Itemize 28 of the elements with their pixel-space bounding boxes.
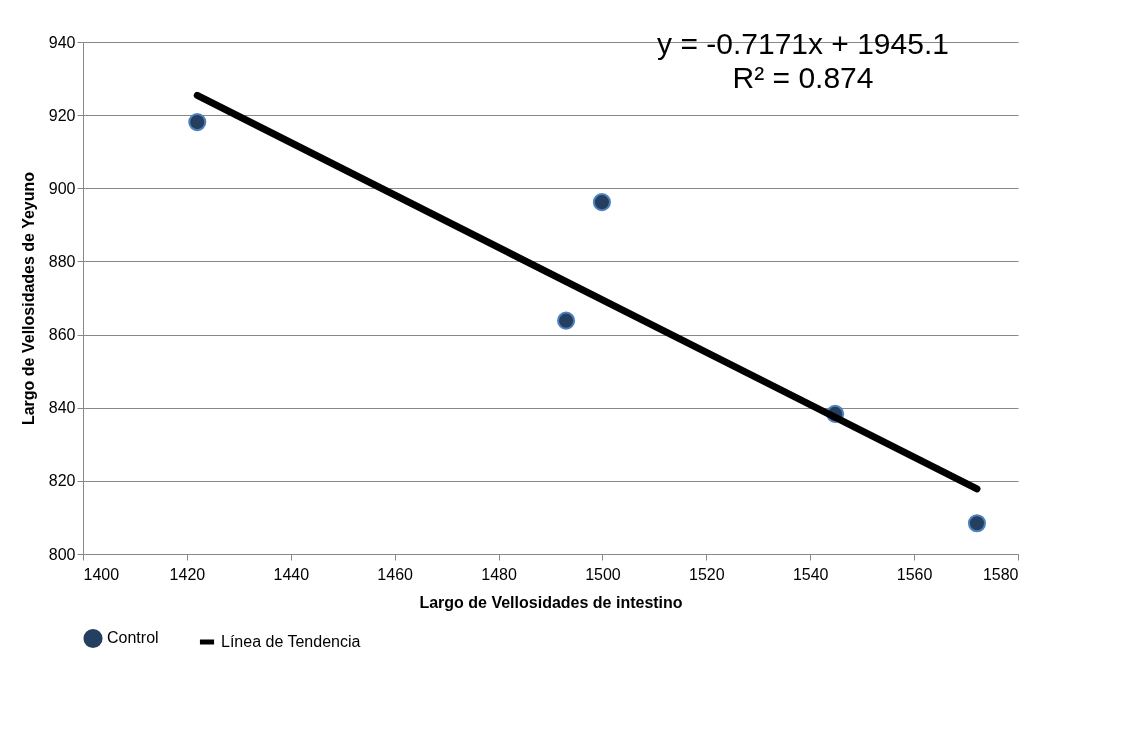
x-tick-label: 1420 [169,565,206,583]
x-tick-label: 1480 [481,565,517,583]
point [967,514,987,533]
y-tick-label: 840 [48,399,76,417]
x-tick-label: 1440 [273,565,310,583]
x-tick-label: 1560 [896,565,933,583]
annotation: y = -0.7171x + 1945.1 [657,27,949,60]
y-tick-label: 860 [48,326,76,344]
legend-label: Control [107,629,159,647]
x-tick-label: 1520 [689,565,725,583]
legend-label: Línea de Tendencia [221,633,361,650]
y-tick-label: 820 [48,472,76,490]
x-tick-label: 1580 [982,565,1019,583]
x-tick-label: 1500 [585,565,621,583]
y-tick-label: 880 [48,252,76,270]
point [557,311,576,330]
annotation: R² = 0.874 [732,61,874,94]
point [592,193,611,212]
x-tick-label: 1460 [377,565,414,583]
y-axis-title: Largo de Vellosidades de Yeyuno [19,171,37,426]
x-tick-label: 1540 [792,565,829,583]
point [188,113,207,132]
y-tick-label: 800 [48,545,76,563]
x-tick-label: 1400 [83,565,120,583]
y-tick-label: 940 [48,33,76,51]
y-tick-label: 900 [48,179,76,197]
x-axis-title: Largo de Vellosidades de intestino [419,593,683,611]
y-tick-label: 920 [48,106,76,124]
